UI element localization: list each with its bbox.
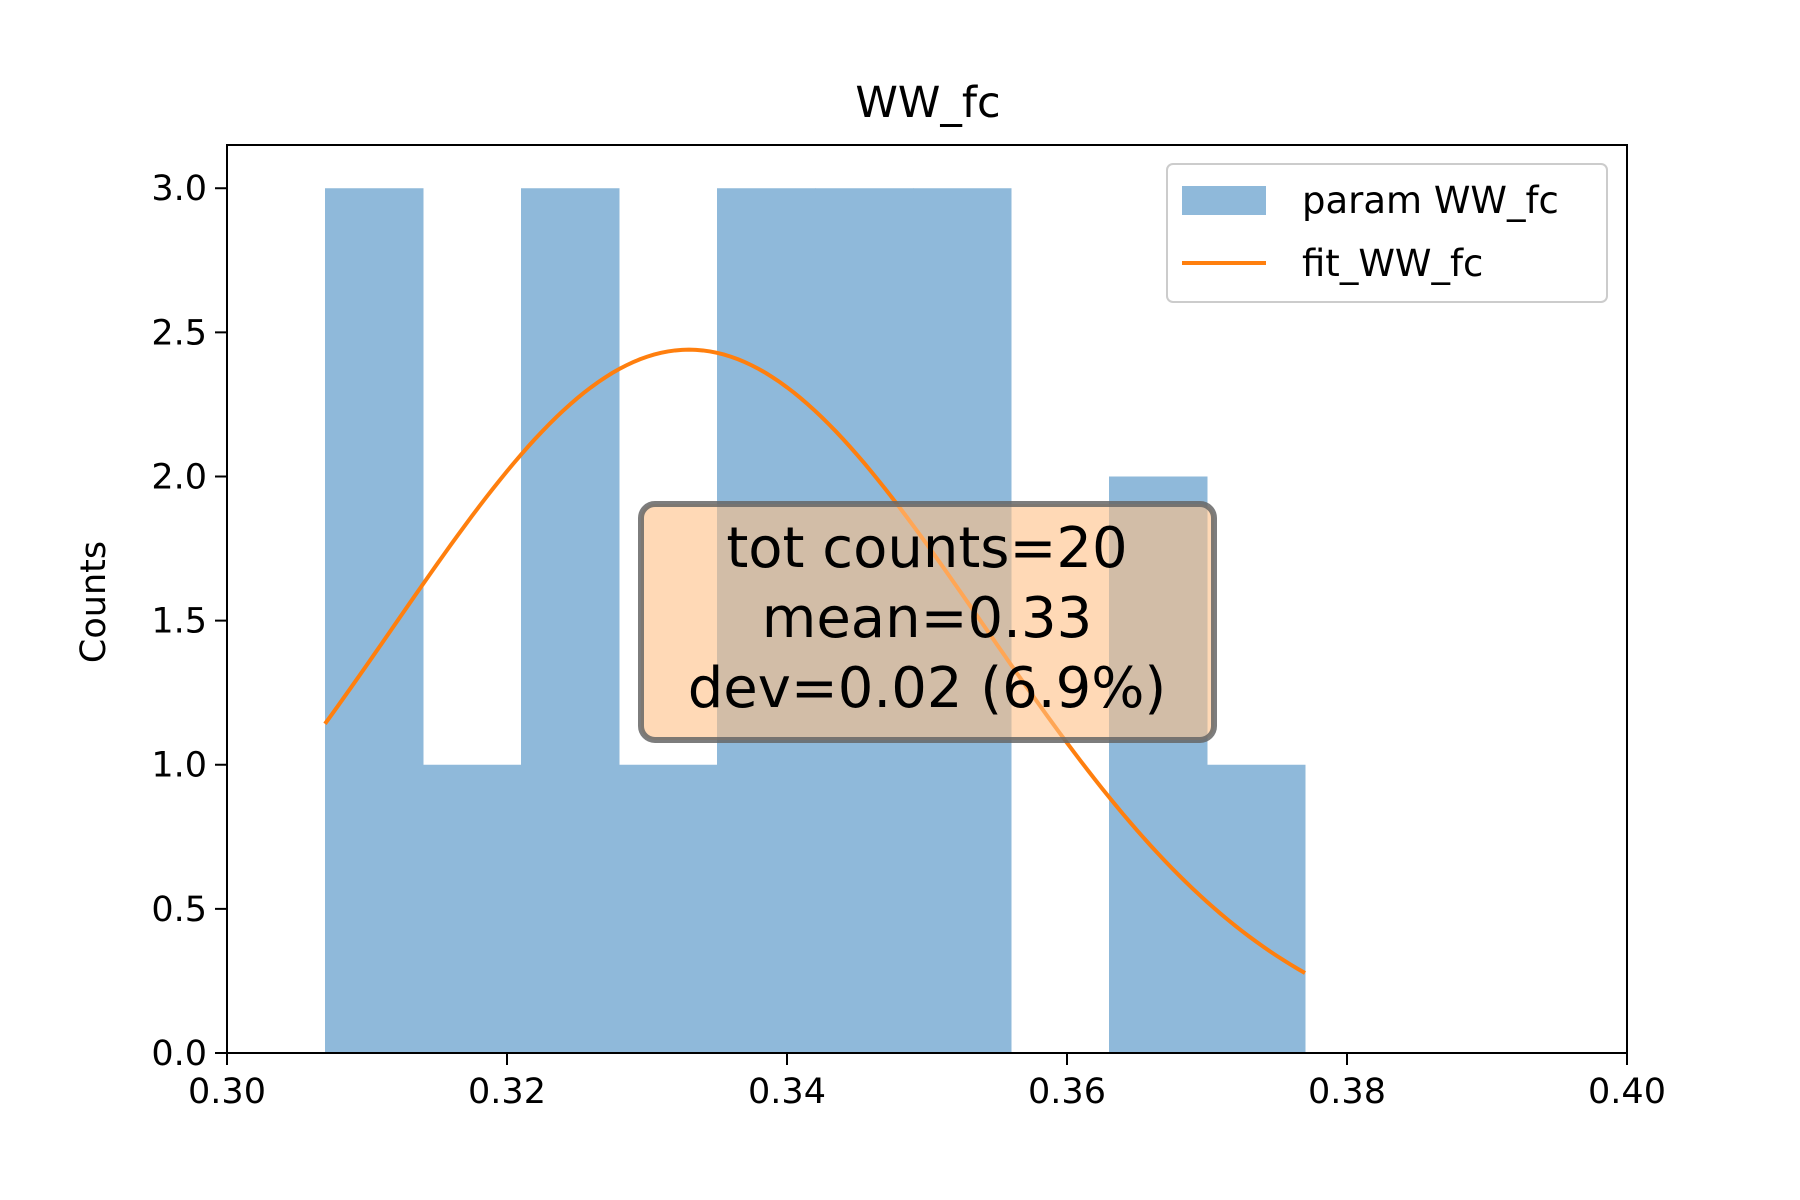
fit-curve-line (323, 347, 1306, 975)
x-tick-label: 0.34 (748, 1072, 826, 1112)
legend-swatch-histogram (1182, 186, 1266, 215)
x-tick-label: 0.40 (1588, 1072, 1666, 1112)
y-tick-label: 1.0 (151, 746, 207, 786)
fit-curve (323, 347, 1306, 975)
x-tick-label: 0.32 (468, 1072, 546, 1112)
y-tick-label: 2.0 (151, 457, 207, 497)
x-tick-label: 0.30 (188, 1072, 266, 1112)
stats-annotation-box (638, 501, 1217, 743)
plot-frame (226, 144, 1628, 1054)
stats-deviation: dev=0.02 (6.9%) (688, 656, 1167, 721)
histogram-bar (521, 188, 620, 1053)
histogram-bar (619, 764, 718, 1053)
legend-box (1166, 163, 1608, 303)
x-tick-label: 0.38 (1308, 1072, 1386, 1112)
x-axis-ticks: 0.30 0.32 0.34 0.36 0.38 0.40 (188, 1053, 1666, 1112)
y-tick-label: 0.0 (151, 1034, 207, 1074)
stats-mean: mean=0.33 (762, 586, 1092, 651)
histogram-bar (423, 764, 522, 1053)
y-tick-label: 3.0 (151, 169, 207, 209)
histogram-bar (1207, 764, 1306, 1053)
stats-total-counts: tot counts=20 (726, 516, 1127, 581)
y-axis-ticks: 0.0 0.5 1.0 1.5 2.0 2.5 3.0 (151, 169, 227, 1074)
y-tick-label: 0.5 (151, 890, 207, 930)
y-tick-label: 1.5 (151, 602, 207, 642)
legend-label-fit: fit_WW_fc (1302, 242, 1483, 285)
histogram-bar (325, 188, 424, 1053)
stats-annotation: tot counts=20 mean=0.33 dev=0.02 (6.9%) (638, 501, 1217, 743)
chart-title: WW_fc (855, 78, 1000, 128)
x-tick-label: 0.36 (1028, 1072, 1106, 1112)
legend: param WW_fc fit_WW_fc (1166, 163, 1608, 303)
y-tick-label: 2.5 (151, 313, 207, 353)
y-axis-label: Counts (74, 541, 114, 663)
legend-label-histogram: param WW_fc (1302, 179, 1559, 222)
